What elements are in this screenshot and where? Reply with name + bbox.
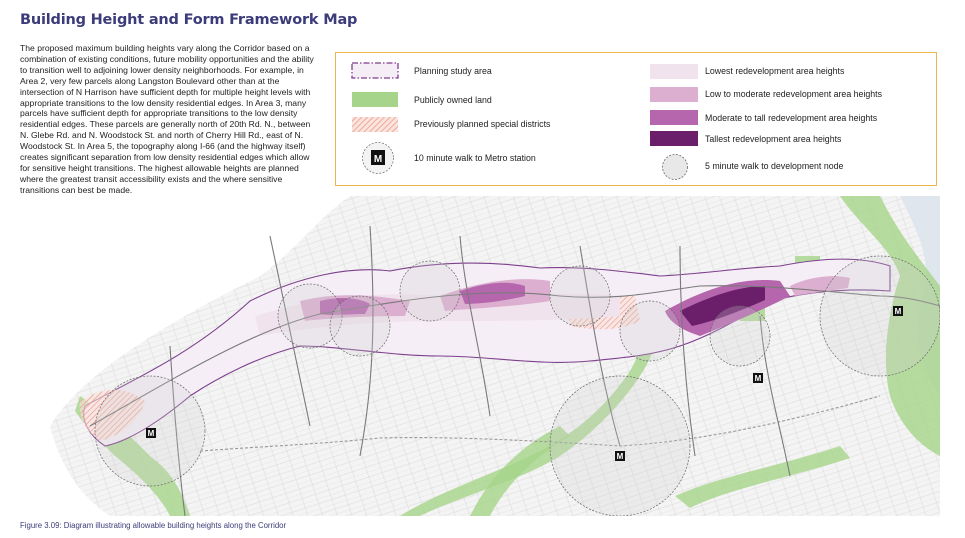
- metro-icon: [893, 306, 903, 316]
- figure-caption: Figure 3.09: Diagram illustrating allowa…: [20, 521, 287, 530]
- legend-public-land-label: Publicly owned land: [414, 95, 492, 105]
- moderate-tall-heights-swatch: [650, 110, 698, 125]
- public-land-swatch: [352, 92, 398, 107]
- legend-lowest-label: Lowest redevelopment area heights: [705, 66, 845, 76]
- legend-metro-walk-label: 10 minute walk to Metro station: [414, 153, 536, 163]
- road-network: [89, 225, 940, 516]
- legend-special-districts-label: Previously planned special districts: [414, 119, 551, 129]
- legend-moderate-tall-label: Moderate to tall redevelopment area heig…: [705, 113, 878, 123]
- lowest-heights-swatch: [650, 64, 698, 79]
- intro-paragraph: The proposed maximum building heights va…: [20, 43, 314, 195]
- study-area-swatch: [351, 62, 399, 79]
- map-legend: Planning study area Publicly owned land …: [335, 52, 937, 186]
- metro-markers: M M M M: [146, 306, 903, 461]
- page-title: Building Height and Form Framework Map: [20, 12, 358, 28]
- tallest-heights-swatch: [650, 131, 698, 146]
- legend-low-moderate-label: Low to moderate redevelopment area heigh…: [705, 89, 883, 99]
- metro-icon: [615, 451, 625, 461]
- node-walk-swatch: [662, 154, 688, 180]
- walk-radius-circles: [94, 255, 940, 516]
- legend-tallest-label: Tallest redevelopment area heights: [705, 134, 842, 144]
- corridor-map: M M M M: [20, 196, 940, 516]
- metro-icon: M: [374, 154, 382, 165]
- metro-walk-swatch: M: [362, 142, 394, 174]
- special-districts-swatch: [352, 117, 398, 132]
- legend-node-walk-label: 5 minute walk to development node: [705, 161, 844, 171]
- height-zones: [255, 276, 850, 336]
- metro-label: M: [148, 429, 155, 438]
- map-fade-area: [20, 196, 350, 476]
- metro-label: M: [895, 307, 902, 316]
- metro-label: M: [755, 374, 762, 383]
- metro-label: M: [617, 452, 624, 461]
- legend-study-area-label: Planning study area: [414, 66, 492, 76]
- metro-icon: [753, 373, 763, 383]
- metro-icon: [146, 428, 156, 438]
- low-moderate-heights-swatch: [650, 87, 698, 102]
